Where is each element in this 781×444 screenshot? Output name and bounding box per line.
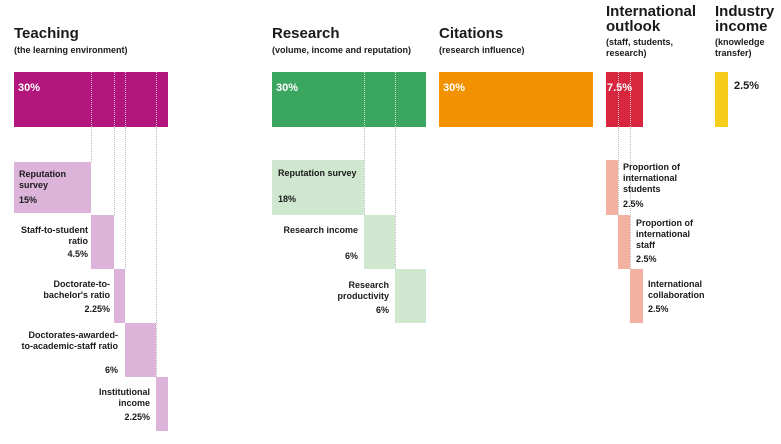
citations-weight: 30% xyxy=(443,82,466,94)
research-bar: 30% xyxy=(272,72,426,127)
teaching-reputation-label: Reputation survey xyxy=(19,169,66,190)
research-income-value: 6% xyxy=(344,251,358,261)
institutional-income-label: Institutional income xyxy=(99,387,150,408)
research-productivity-value: 6% xyxy=(375,305,389,315)
teaching-title: Teaching xyxy=(14,25,79,42)
doctorates-awarded-label: Doctorates-awarded-to-academic-staff rat… xyxy=(21,330,118,351)
doctorate-bachelor-block xyxy=(114,269,125,323)
international-title: International outlook xyxy=(606,3,697,35)
international-subtitle: (staff, students, research) xyxy=(606,37,674,58)
institutional-income-value: 2.25% xyxy=(124,412,150,422)
research-weight: 30% xyxy=(276,82,299,94)
intl-staff-value: 2.5% xyxy=(636,254,657,264)
intl-students-value: 2.5% xyxy=(623,199,644,209)
citations-bar: 30% xyxy=(439,72,593,127)
teaching-reputation-value: 15% xyxy=(19,195,38,205)
teaching-weight: 30% xyxy=(18,82,41,94)
doctorates-awarded-block xyxy=(125,323,156,377)
research-productivity-block xyxy=(395,269,426,323)
industry-weight: 2.5% xyxy=(734,80,760,92)
doctorate-bachelor-label: Doctorate-to-bachelor's ratio xyxy=(43,279,110,300)
staff-student-block xyxy=(91,215,114,269)
industry-subtitle: (knowledge transfer) xyxy=(715,37,765,58)
research-title: Research xyxy=(272,25,340,42)
intl-collab-value: 2.5% xyxy=(648,304,669,314)
teaching-reputation-block: Reputation survey 15% xyxy=(14,162,91,213)
citations-subtitle: (research influence) xyxy=(439,45,525,55)
international-weight: 7.5% xyxy=(607,82,633,94)
intl-staff-label: Proportion of international staff xyxy=(636,218,693,250)
research-reputation-value: 18% xyxy=(278,194,297,204)
teaching-bar: 30% xyxy=(14,72,168,127)
research-income-block xyxy=(364,215,395,269)
research-productivity-label: Research productivity xyxy=(337,280,389,301)
intl-collab-block xyxy=(630,269,643,323)
staff-student-label: Staff-to-student ratio xyxy=(21,225,88,246)
research-income-label: Research income xyxy=(283,225,358,235)
citations-title: Citations xyxy=(439,25,504,42)
intl-students-block xyxy=(606,160,618,215)
industry-bar xyxy=(715,72,728,127)
intl-students-label: Proportion of international students xyxy=(623,162,680,194)
research-subtitle: (volume, income and reputation) xyxy=(272,45,412,55)
institutional-income-block xyxy=(156,377,168,431)
doctorate-bachelor-value: 2.25% xyxy=(84,304,110,314)
intl-staff-block xyxy=(618,215,630,269)
research-reputation-label: Reputation survey xyxy=(278,168,357,178)
intl-collab-label: International collaboration xyxy=(648,279,705,300)
staff-student-value: 4.5% xyxy=(67,249,88,259)
doctorates-awarded-value: 6% xyxy=(104,365,118,375)
international-bar: 7.5% xyxy=(606,72,643,127)
industry-title: Industry income xyxy=(715,3,775,35)
research-reputation-block: Reputation survey 18% xyxy=(272,160,364,215)
teaching-subtitle: (the learning environment) xyxy=(14,45,128,55)
